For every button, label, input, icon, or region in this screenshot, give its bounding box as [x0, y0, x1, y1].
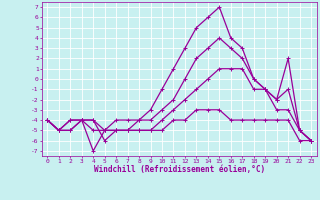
X-axis label: Windchill (Refroidissement éolien,°C): Windchill (Refroidissement éolien,°C)	[94, 165, 265, 174]
